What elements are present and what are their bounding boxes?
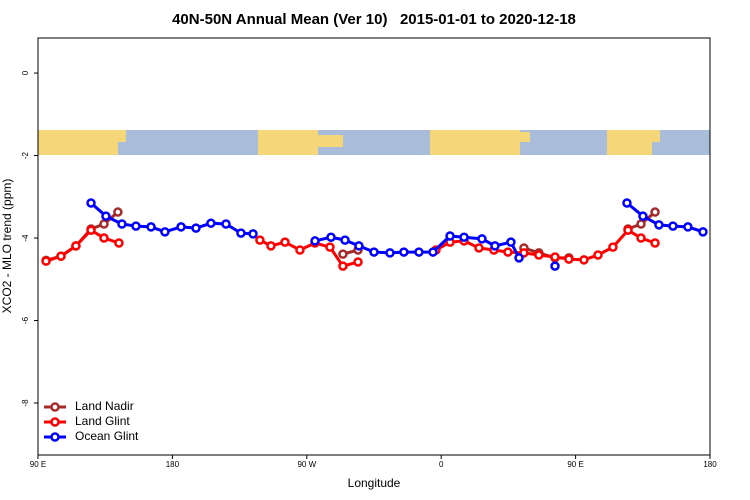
data-point — [477, 234, 487, 244]
legend-label: Ocean Glint — [75, 429, 139, 443]
legend-label: Land Glint — [75, 414, 130, 428]
data-point — [445, 231, 455, 241]
x-tick-label: 90 E — [567, 460, 583, 469]
data-point — [280, 237, 290, 247]
y-tick-label: 0 — [21, 70, 30, 75]
data-point — [650, 207, 660, 217]
x-tick-label: 180 — [703, 460, 717, 469]
data-point — [255, 235, 265, 245]
data-point — [506, 237, 516, 247]
x-axis-label: Longitude — [348, 476, 401, 490]
data-point — [650, 238, 660, 248]
data-point — [114, 238, 124, 248]
data-point — [654, 220, 664, 230]
data-point — [86, 225, 96, 235]
data-point — [608, 242, 618, 252]
data-point — [354, 241, 364, 251]
data-point — [113, 207, 123, 217]
data-point — [99, 219, 109, 229]
data-point — [623, 225, 633, 235]
data-point — [146, 222, 156, 232]
y-axis-label: XCO2 - MLO trend (ppm) — [0, 179, 14, 314]
data-point — [310, 236, 320, 246]
chart-title: 40N-50N Annual Mean (Ver 10) 2015-01-01 … — [172, 11, 576, 28]
data-point — [385, 248, 395, 258]
data-point — [514, 253, 524, 263]
data-point — [248, 229, 258, 239]
map-strip — [38, 130, 710, 155]
series-line — [45, 210, 657, 262]
legend-marker — [50, 402, 60, 412]
data-point — [414, 247, 424, 257]
data-point — [176, 222, 186, 232]
data-point — [326, 232, 336, 242]
data-point — [636, 219, 646, 229]
x-tick-label: 180 — [166, 460, 180, 469]
data-point — [160, 227, 170, 237]
data-point — [636, 233, 646, 243]
data-point — [428, 247, 438, 257]
y-tick-label: -2 — [21, 151, 30, 159]
legend-marker — [50, 432, 60, 442]
data-point — [668, 221, 678, 231]
data-point — [236, 228, 246, 238]
data-point — [593, 250, 603, 260]
data-point — [99, 233, 109, 243]
data-point — [101, 211, 111, 221]
data-point — [325, 242, 335, 252]
data-point — [490, 241, 500, 251]
y-tick-label: -6 — [21, 316, 30, 324]
data-point — [683, 222, 693, 232]
x-tick-label: 90 W — [297, 460, 316, 469]
data-point — [41, 256, 51, 266]
data-point — [698, 227, 708, 237]
data-point — [503, 247, 513, 257]
y-tick-label: -8 — [21, 399, 30, 407]
data-point — [534, 250, 544, 260]
data-point — [579, 255, 589, 265]
data-point — [638, 211, 648, 221]
data-point — [474, 243, 484, 253]
x-tick-label: 90 E — [30, 460, 46, 469]
data-point — [191, 223, 201, 233]
data-point — [117, 219, 127, 229]
legend-marker — [50, 417, 60, 427]
data-point — [550, 261, 560, 271]
data-point — [338, 249, 348, 259]
data-point — [295, 245, 305, 255]
data-point — [353, 257, 363, 267]
legend-label: Land Nadir — [75, 399, 134, 413]
data-point — [86, 198, 96, 208]
y-tick-label: -4 — [21, 234, 30, 242]
data-point — [399, 247, 409, 257]
series-line — [45, 228, 656, 268]
data-point — [459, 232, 469, 242]
plot-frame — [37, 37, 711, 456]
data-point — [369, 247, 379, 257]
data-point — [131, 221, 141, 231]
data-point — [564, 254, 574, 264]
data-point — [550, 252, 560, 262]
data-point — [71, 241, 81, 251]
data-point — [206, 218, 216, 228]
data-point — [56, 251, 66, 261]
data-point — [340, 235, 350, 245]
data-point — [266, 241, 276, 251]
x-tick-label: 0 — [439, 460, 444, 469]
data-point — [622, 198, 632, 208]
data-point — [338, 261, 348, 271]
data-point — [221, 219, 231, 229]
